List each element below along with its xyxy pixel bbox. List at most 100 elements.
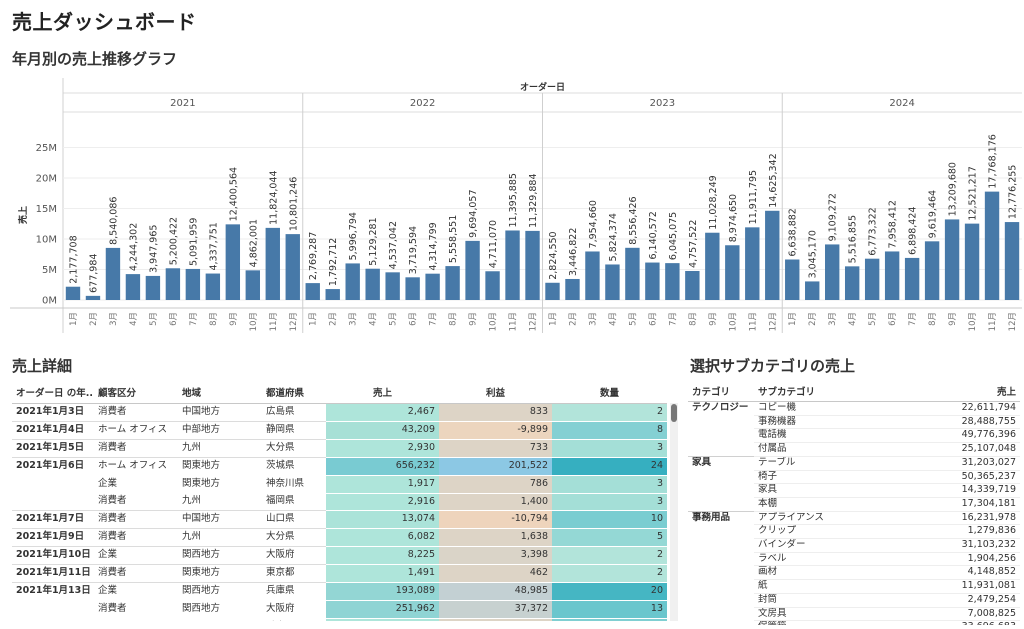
cell-segment: 消費者 (94, 528, 178, 547)
header-subcat-sales[interactable]: 売上 (838, 385, 1020, 402)
table-row[interactable]: 付属品 25,107,048 (688, 442, 1020, 457)
data-label: 8,556,426 (628, 196, 639, 244)
cell-subcat-sales: 4,148,852 (838, 565, 1020, 581)
cell-profit: 1,586 (439, 617, 552, 621)
cell-sales: 251,962 (326, 599, 439, 619)
table-row[interactable]: 家具 テーブル 31,203,027 (688, 455, 1020, 471)
x-tick-label: 4月 (129, 312, 139, 326)
table-row[interactable]: テクノロジー コピー機 22,611,794 (688, 401, 1020, 416)
header-profit[interactable]: 利益 (439, 385, 552, 404)
data-label: 4,711,070 (488, 220, 499, 268)
table-row[interactable]: ラベル 1,904,256 (688, 552, 1020, 567)
x-tick-label: 12月 (529, 312, 539, 331)
cell-subcategory: コピー機 (754, 401, 838, 416)
cell-order-date: 2021年1月3日 (12, 403, 94, 422)
data-label: 12,521,217 (968, 166, 979, 220)
bar-2021-5 (145, 275, 161, 300)
cell-profit: 1,400 (439, 492, 552, 511)
data-label: 10,801,246 (288, 177, 299, 231)
table-row[interactable]: 本棚 17,304,181 (688, 497, 1020, 512)
data-label: 8,974,650 (728, 194, 739, 242)
cell-prefecture: 神奈川県 (266, 477, 305, 489)
bar-2023-5 (625, 247, 640, 300)
header-sales[interactable]: 売上 (326, 385, 439, 404)
header-quantity[interactable]: 数量 (552, 385, 667, 404)
cell-region: 関西地方 (182, 602, 221, 614)
table-row[interactable]: 紙 11,931,081 (688, 579, 1020, 594)
table-row[interactable]: バインダー 31,103,232 (688, 538, 1020, 553)
cell-quantity: 5 (552, 528, 667, 547)
table-row[interactable]: 事務用品 アプライアンス 16,231,978 (688, 510, 1020, 526)
table-row[interactable]: 2021年1月11日 消費者 関東地方 東京都 1,491 462 2 (12, 564, 667, 583)
table-row[interactable]: 2021年1月9日 消費者 九州 大分県 6,082 1,638 5 (12, 528, 667, 547)
x-tick-label: 1月 (309, 312, 319, 326)
subcat-table-container[interactable]: カテゴリ サブカテゴリ 売上 テクノロジー コピー機 22,611,794 事務機器 2… (688, 385, 1024, 625)
table-row[interactable]: クリップ 1,279,836 (688, 524, 1020, 540)
bar-2021-9 (225, 224, 241, 300)
table-row[interactable]: 椅子 50,365,237 (688, 470, 1020, 485)
table-row[interactable]: 2021年1月5日 消費者 九州 大分県 2,930 733 3 (12, 438, 667, 458)
header-subcategory[interactable]: サブカテゴリ (754, 385, 838, 402)
x-tick-label: 2月 (568, 312, 578, 326)
data-label: 6,045,075 (668, 212, 679, 260)
data-label: 3,947,965 (148, 225, 159, 273)
cell-subcat-sales: 17,304,181 (838, 497, 1020, 512)
table-row[interactable]: 2021年1月10日 企業 関西地方 大阪府 8,225 3,398 2 (12, 546, 667, 565)
table-row[interactable]: 企業 関東地方 神奈川県 1,917 786 3 (12, 474, 667, 494)
x-tick-label: 4月 (608, 312, 618, 326)
table-row[interactable]: 事務機器 28,488,755 (688, 415, 1020, 430)
cell-segment: 消費者 (94, 438, 178, 458)
table-row[interactable]: 家具 14,339,719 (688, 483, 1020, 498)
data-label: 9,694,057 (468, 190, 479, 238)
x-tick-label: 2月 (808, 312, 818, 326)
table-row[interactable]: 2021年1月7日 消費者 中国地方 山口県 13,074 -10,794 10 (12, 510, 667, 529)
header-segment[interactable]: 顧客区分 (94, 385, 178, 404)
detail-scrollbar[interactable] (670, 403, 678, 621)
data-label: 3,719,594 (408, 226, 419, 274)
bar-2021-2 (85, 295, 101, 300)
table-row[interactable]: 文房具 7,008,825 (688, 607, 1020, 622)
table-row[interactable]: 2021年1月6日 ホーム オフィス 関東地方 茨城県 656,232 201,522 24 (12, 456, 667, 476)
table-row[interactable]: 消費者 関西地方 大阪府 251,962 37,372 13 (12, 599, 667, 619)
cell-subcat-sales: 22,611,794 (838, 401, 1020, 416)
table-row[interactable]: 2021年1月13日 企業 関西地方 兵庫県 193,089 48,985 20 (12, 582, 667, 601)
cell-prefecture: 大分県 (262, 528, 326, 547)
year-header-2024: 2024 (889, 98, 914, 109)
table-row[interactable]: 消費者 九州 福岡県 2,916 1,400 3 (12, 492, 667, 511)
header-order-date[interactable]: オーダー日 の年.. (12, 385, 94, 404)
bar-2024-7 (904, 257, 920, 300)
bar-2024-12 (1004, 222, 1020, 300)
cell-region (178, 618, 262, 621)
table-row[interactable]: 保管箱33,696,683 (688, 620, 1020, 625)
detail-scrollbar-thumb[interactable] (671, 404, 677, 422)
x-tick-label: 3月 (349, 312, 359, 326)
bar-2022-12 (525, 230, 540, 300)
cell-order-date: 2021年1月11日 (12, 564, 94, 583)
detail-table-container[interactable]: オーダー日 の年.. 顧客区分 地域 都道府県 売上 利益 数量 2021年1月… (12, 385, 667, 621)
data-label: 6,140,572 (648, 211, 659, 259)
subcat-title: 選択サブカテゴリの売上 (690, 357, 856, 375)
dashboard-title: 売上ダッシュボード (12, 10, 197, 34)
cell-subcategory: 椅子 (754, 470, 838, 485)
cell-subcat-sales: 25,107,048 (838, 442, 1020, 457)
table-row[interactable]: 電話機 49,776,396 (688, 428, 1020, 444)
detail-table: オーダー日 の年.. 顧客区分 地域 都道府県 売上 利益 数量 2021年1月… (12, 385, 667, 621)
x-tick-label: 5月 (628, 312, 638, 326)
bar-2024-5 (864, 258, 880, 300)
y-tick-label: 0M (42, 296, 57, 307)
bar-2022-11 (505, 230, 520, 300)
table-row[interactable]: 2021年1月4日 ホーム オフィス 中部地方 静岡県 43,209 -9,899 8 (12, 420, 667, 440)
header-region[interactable]: 地域 (178, 385, 262, 404)
cell-region: 九州 (178, 528, 262, 547)
table-row[interactable]: 2021年1月3日 消費者 中国地方 広島県 2,467 833 2 (12, 403, 667, 422)
table-row[interactable]: 兵庫県6,1271,5869 (12, 617, 667, 621)
cell-sales: 43,209 (326, 420, 439, 440)
table-row[interactable]: 封筒 2,479,254 (688, 593, 1020, 608)
header-prefecture[interactable]: 都道府県 (262, 385, 326, 404)
cell-region: 中国地方 (178, 510, 262, 529)
cell-category (688, 566, 754, 580)
header-category[interactable]: カテゴリ (688, 385, 754, 402)
cell-subcategory: アプライアンス (754, 510, 838, 526)
table-row[interactable]: 画材 4,148,852 (688, 565, 1020, 581)
